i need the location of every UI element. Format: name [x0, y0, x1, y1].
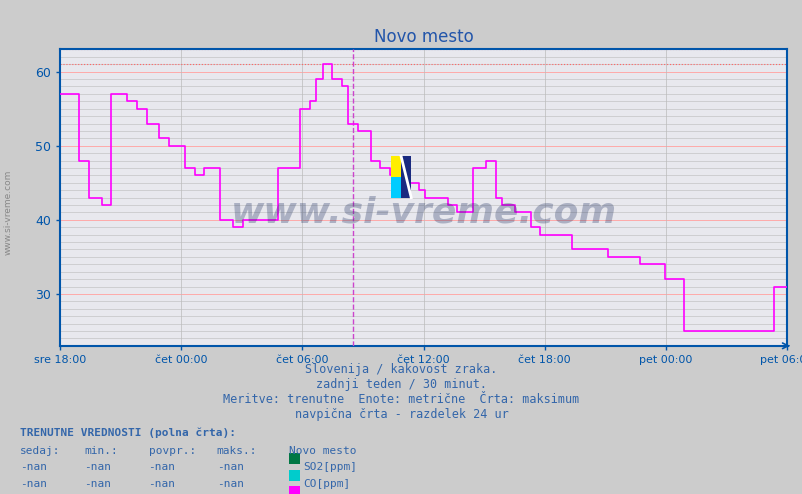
Text: CO[ppm]: CO[ppm]: [303, 479, 350, 489]
Bar: [400, 156, 411, 198]
Text: maks.:: maks.:: [217, 446, 257, 456]
Text: min.:: min.:: [84, 446, 118, 456]
Text: SO2[ppm]: SO2[ppm]: [303, 462, 357, 472]
Text: -nan: -nan: [217, 462, 244, 472]
Text: www.si-vreme.com: www.si-vreme.com: [230, 196, 616, 229]
Text: sedaj:: sedaj:: [20, 446, 60, 456]
Text: Meritve: trenutne  Enote: metrične  Črta: maksimum: Meritve: trenutne Enote: metrične Črta: …: [223, 393, 579, 406]
Text: -nan: -nan: [148, 462, 176, 472]
Text: Slovenija / kakovost zraka.: Slovenija / kakovost zraka.: [305, 363, 497, 376]
Text: -nan: -nan: [20, 479, 47, 489]
Text: -nan: -nan: [148, 479, 176, 489]
Text: TRENUTNE VREDNOSTI (polna črta):: TRENUTNE VREDNOSTI (polna črta):: [20, 427, 236, 438]
Text: -nan: -nan: [84, 462, 111, 472]
Text: -nan: -nan: [217, 479, 244, 489]
Text: zadnji teden / 30 minut.: zadnji teden / 30 minut.: [316, 378, 486, 391]
Text: -nan: -nan: [84, 479, 111, 489]
Text: www.si-vreme.com: www.si-vreme.com: [3, 170, 13, 255]
Bar: [391, 156, 400, 177]
Title: Novo mesto: Novo mesto: [373, 29, 473, 46]
Text: -nan: -nan: [20, 462, 47, 472]
Text: navpična črta - razdelek 24 ur: navpična črta - razdelek 24 ur: [294, 408, 508, 420]
Text: Novo mesto: Novo mesto: [289, 446, 356, 456]
Text: povpr.:: povpr.:: [148, 446, 196, 456]
Bar: [391, 177, 400, 198]
